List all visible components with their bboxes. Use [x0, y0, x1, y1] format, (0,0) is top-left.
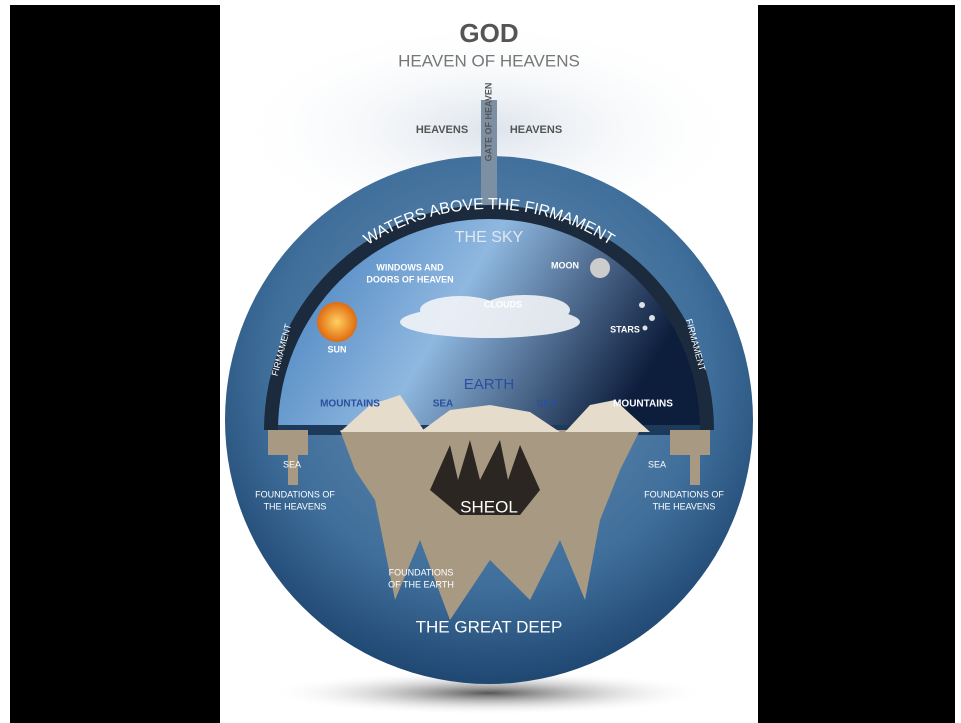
- label: HEAVENS: [510, 124, 562, 136]
- label: SUN: [327, 344, 346, 354]
- diagram: GOD HEAVEN OF HEAVENS HEAVENS HEAVENS GA…: [0, 0, 961, 723]
- label: THE HEAVENS: [653, 501, 716, 511]
- label: FOUNDATIONS: [389, 567, 454, 577]
- label: THE SKY: [455, 229, 524, 246]
- label: MOUNTAINS: [320, 399, 380, 410]
- label: THE GREAT DEEP: [416, 617, 563, 636]
- moon: [590, 258, 610, 278]
- black-bar: [758, 5, 955, 723]
- label: WINDOWS AND: [376, 262, 444, 272]
- label: STARS: [610, 324, 640, 334]
- label: SEA: [283, 459, 301, 469]
- subtitle: HEAVEN OF HEAVENS: [398, 51, 580, 70]
- label: SHEOL: [460, 497, 518, 516]
- label: FOUNDATIONS OF: [255, 489, 335, 499]
- label: THE HEAVENS: [264, 501, 327, 511]
- label: SEA: [537, 399, 558, 410]
- label: GATE OF HEAVEN: [483, 83, 493, 162]
- black-bar: [10, 5, 220, 723]
- label: HEAVENS: [416, 124, 468, 136]
- title: GOD: [459, 18, 518, 48]
- label: MOUNTAINS: [613, 399, 673, 410]
- label: OF THE EARTH: [388, 579, 454, 589]
- label: EARTH: [464, 376, 515, 393]
- sun: [317, 302, 357, 342]
- label: MOON: [551, 260, 579, 270]
- label: SEA: [433, 399, 454, 410]
- label: DOORS OF HEAVEN: [366, 274, 453, 284]
- label: SEA: [648, 459, 666, 469]
- label: CLOUDS: [484, 299, 522, 309]
- label: FOUNDATIONS OF: [644, 489, 724, 499]
